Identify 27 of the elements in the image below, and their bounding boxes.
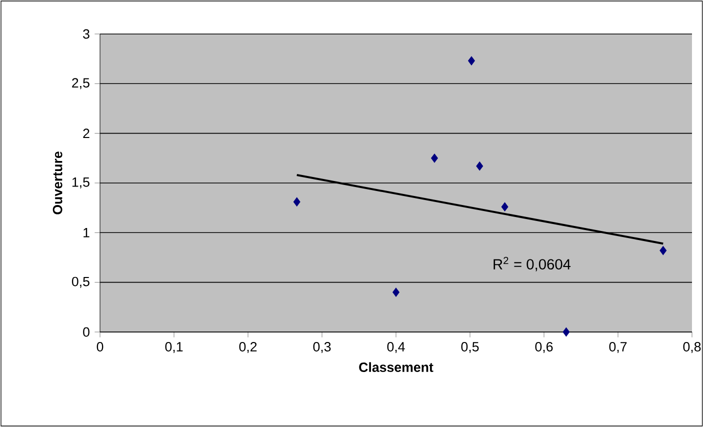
y-axis-title: Ouverture [52,152,62,214]
x-tick-label: 0,4 [387,342,405,354]
y-tick-label: 0 [83,327,90,337]
y-tick-label: 0,5 [72,276,90,288]
y-tick-label: 3 [83,29,90,39]
x-tick-label: 0,5 [461,342,479,354]
annotation: R$^{2}$ = 0,0604 [494,256,571,272]
point [392,288,400,297]
x-tick-label: 0 [96,342,104,352]
x-tick-label: 0,6 [535,342,553,354]
point [293,197,300,206]
point [468,56,475,66]
point [476,162,484,171]
point [562,327,570,337]
y-tick-label: 1,5 [72,178,90,188]
point [431,154,438,163]
x-tick-label: 0,1 [165,342,183,354]
x-tick-label: 0,3 [313,342,331,354]
x-tick-label: 0,8 [683,342,701,354]
x-tick-label: 0,7 [609,342,627,354]
x-tick-label: 0,2 [239,342,257,354]
y-tick-label: 2 [83,128,90,138]
y-tick-label: 2,5 [72,78,90,90]
x-axis-title: Classement [359,362,434,372]
y-tick-label: 1 [84,228,90,238]
point [660,246,667,256]
point [501,202,508,212]
